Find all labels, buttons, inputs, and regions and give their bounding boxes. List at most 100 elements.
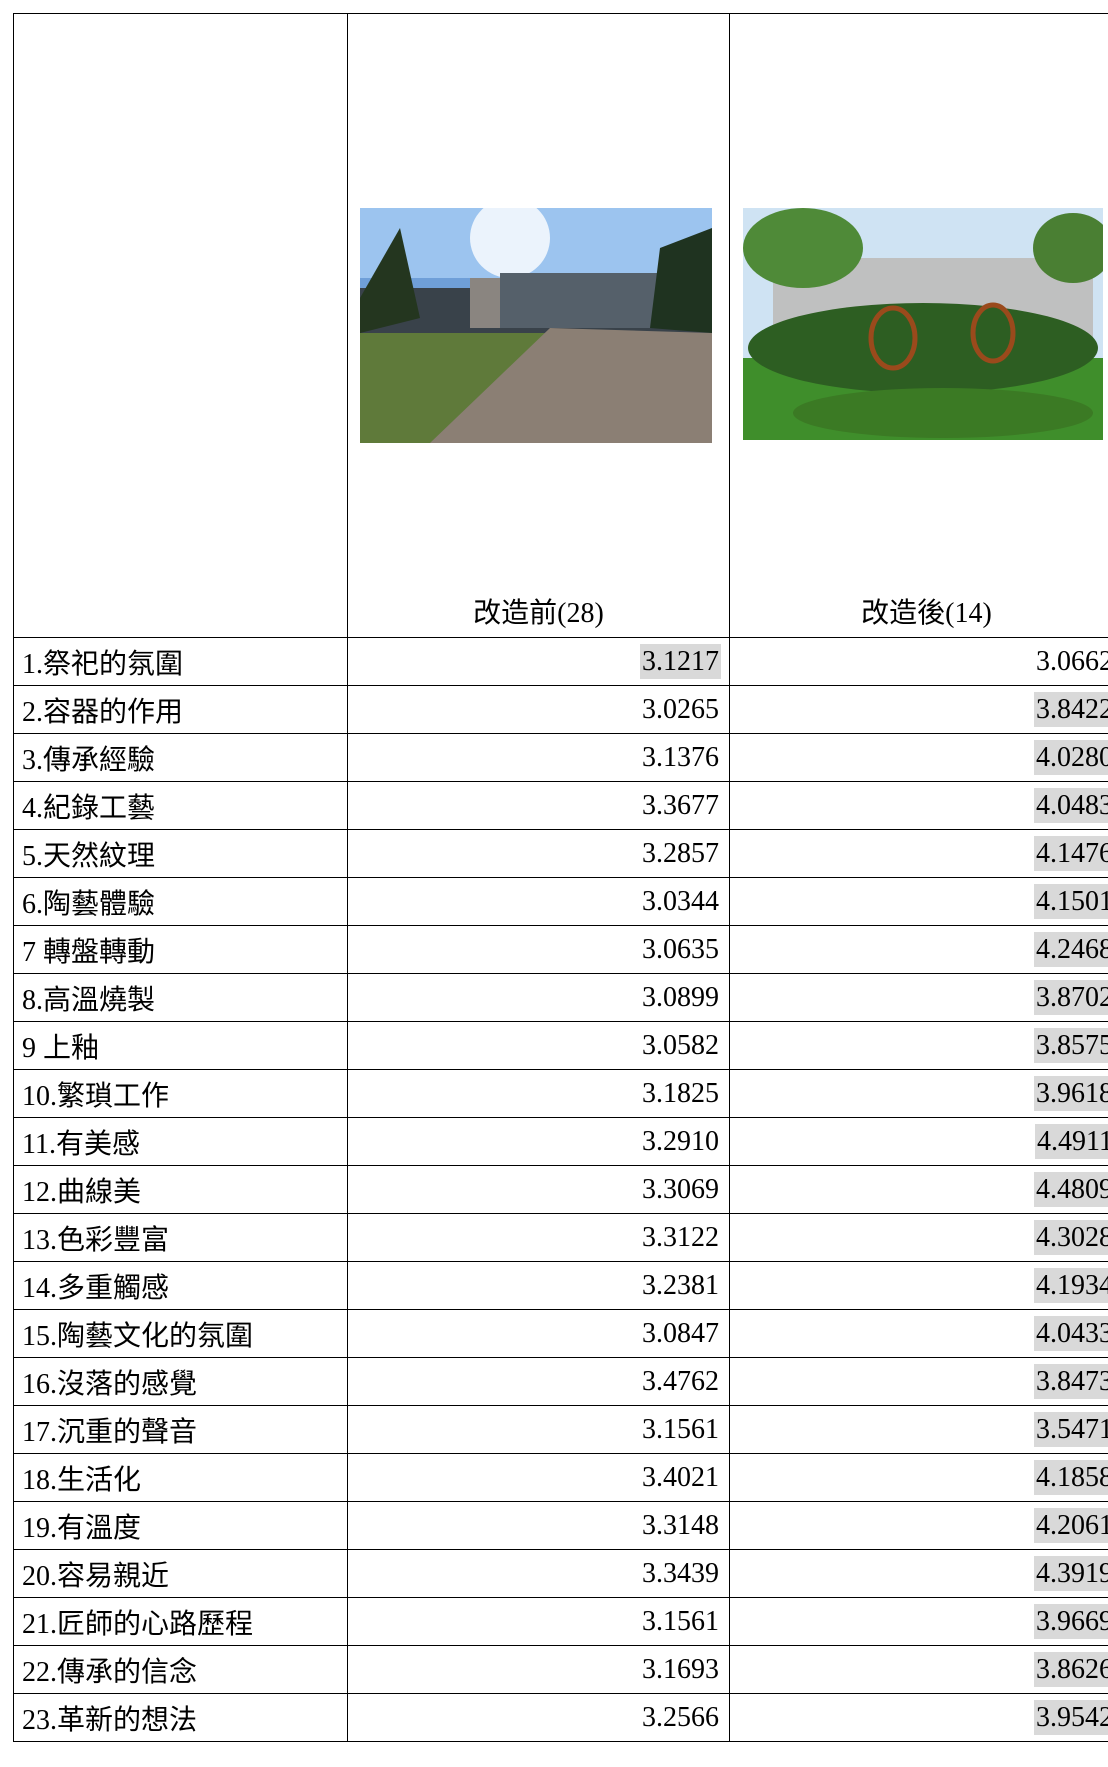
value-cell: 3.0635 xyxy=(347,925,730,974)
table-row: 13.色彩豐富 3.3122 4.3028 xyxy=(13,1213,1108,1262)
value: 4.2061 xyxy=(1034,1507,1108,1543)
value: 4.1476 xyxy=(1034,835,1108,871)
value: 3.8575 xyxy=(1034,1027,1108,1063)
value-cell: 4.1934 xyxy=(729,1261,1108,1310)
table-row: 9 上釉 3.0582 3.8575 xyxy=(13,1021,1108,1070)
row-label: 8.高溫燒製 xyxy=(13,973,348,1022)
row-label: 15.陶藝文化的氛圍 xyxy=(13,1309,348,1358)
value-cell: 4.1501 xyxy=(729,877,1108,926)
value: 3.1561 xyxy=(642,1413,719,1445)
value-cell: 4.0433 xyxy=(729,1309,1108,1358)
value-cell: 4.4809 xyxy=(729,1165,1108,1214)
row-label: 4.紀錄工藝 xyxy=(13,781,348,830)
value-cell: 4.4911 xyxy=(729,1117,1108,1166)
table-row: 10.繁瑣工作 3.1825 3.9618 xyxy=(13,1069,1108,1118)
value-cell: 4.0280 xyxy=(729,733,1108,782)
row-label: 2.容器的作用 xyxy=(13,685,348,734)
value-cell: 3.1561 xyxy=(347,1597,730,1646)
value: 3.4762 xyxy=(642,1365,719,1397)
value-cell: 4.2061 xyxy=(729,1501,1108,1550)
value: 3.9669 xyxy=(1034,1603,1108,1639)
value-cell: 3.2857 xyxy=(347,829,730,878)
value-cell: 3.4021 xyxy=(347,1453,730,1502)
value: 3.1561 xyxy=(642,1605,719,1637)
before-photo xyxy=(360,208,712,443)
value-cell: 3.0582 xyxy=(347,1021,730,1070)
value: 3.3122 xyxy=(642,1221,719,1253)
value: 4.1501 xyxy=(1034,883,1108,919)
comparison-table: 改造前(28) 改造後(14) 1.祭祀的氛圍 3.1217 3.0662 2.容器的… xyxy=(13,13,1108,1742)
table-row: 2.容器的作用 3.0265 3.8422 xyxy=(13,685,1108,734)
value-cell: 3.8626 xyxy=(729,1645,1108,1694)
header-row: 改造前(28) 改造後(14) xyxy=(13,13,1108,638)
value-cell: 3.9669 xyxy=(729,1597,1108,1646)
value-cell: 3.1376 xyxy=(347,733,730,782)
table-row: 17.沉重的聲音 3.1561 3.5471 xyxy=(13,1405,1108,1454)
value-cell: 4.0483 xyxy=(729,781,1108,830)
value: 4.4809 xyxy=(1034,1171,1108,1207)
value: 3.9542 xyxy=(1034,1699,1108,1735)
value-cell: 3.5471 xyxy=(729,1405,1108,1454)
table-row: 8.高溫燒製 3.0899 3.8702 xyxy=(13,973,1108,1022)
value-cell: 3.8702 xyxy=(729,973,1108,1022)
value: 3.8626 xyxy=(1034,1651,1108,1687)
row-label: 3.傳承經驗 xyxy=(13,733,348,782)
value-cell: 3.0265 xyxy=(347,685,730,734)
value: 3.0344 xyxy=(642,885,719,917)
value-cell: 3.0847 xyxy=(347,1309,730,1358)
value: 3.8473 xyxy=(1034,1363,1108,1399)
value-cell: 3.1217 xyxy=(347,637,730,686)
value: 3.4021 xyxy=(642,1461,719,1493)
value-cell: 3.3122 xyxy=(347,1213,730,1262)
table-row: 22.傳承的信念 3.1693 3.8626 xyxy=(13,1645,1108,1694)
table-row: 23.革新的想法 3.2566 3.9542 xyxy=(13,1693,1108,1742)
value: 3.3069 xyxy=(642,1173,719,1205)
value-cell: 3.0899 xyxy=(347,973,730,1022)
value-cell: 3.1825 xyxy=(347,1069,730,1118)
value: 3.0635 xyxy=(642,933,719,965)
value: 3.1693 xyxy=(642,1653,719,1685)
value-cell: 3.4762 xyxy=(347,1357,730,1406)
value-cell: 4.2468 xyxy=(729,925,1108,974)
row-label: 23.革新的想法 xyxy=(13,1693,348,1742)
row-label: 19.有溫度 xyxy=(13,1501,348,1550)
value-cell: 3.9542 xyxy=(729,1693,1108,1742)
table-row: 7 轉盤轉動 3.0635 4.2468 xyxy=(13,925,1108,974)
row-label: 21.匠師的心路歷程 xyxy=(13,1597,348,1646)
table-row: 19.有溫度 3.3148 4.2061 xyxy=(13,1501,1108,1550)
row-label: 14.多重觸感 xyxy=(13,1261,348,1310)
value-cell: 3.9618 xyxy=(729,1069,1108,1118)
table-row: 3.傳承經驗 3.1376 4.0280 xyxy=(13,733,1108,782)
header-empty xyxy=(13,13,348,638)
value-cell: 3.1561 xyxy=(347,1405,730,1454)
value: 3.2857 xyxy=(642,837,719,869)
row-label: 16.沒落的感覺 xyxy=(13,1357,348,1406)
table-row: 12.曲線美 3.3069 4.4809 xyxy=(13,1165,1108,1214)
value-cell: 3.2566 xyxy=(347,1693,730,1742)
header-after: 改造後(14) xyxy=(729,13,1108,638)
value: 4.0280 xyxy=(1034,739,1108,775)
value-cell: 4.3028 xyxy=(729,1213,1108,1262)
row-label: 20.容易親近 xyxy=(13,1549,348,1598)
table-row: 11.有美感 3.2910 4.4911 xyxy=(13,1117,1108,1166)
table-row: 1.祭祀的氛圍 3.1217 3.0662 xyxy=(13,637,1108,686)
row-label: 6.陶藝體驗 xyxy=(13,877,348,926)
value: 3.0847 xyxy=(642,1317,719,1349)
row-label: 17.沉重的聲音 xyxy=(13,1405,348,1454)
value-cell: 4.1858 xyxy=(729,1453,1108,1502)
value-cell: 3.2910 xyxy=(347,1117,730,1166)
value: 3.2910 xyxy=(642,1125,719,1157)
value: 3.0662 xyxy=(1036,645,1108,677)
row-label: 13.色彩豐富 xyxy=(13,1213,348,1262)
value: 3.8702 xyxy=(1034,979,1108,1015)
table-body: 改造前(28) 改造後(14) 1.祭祀的氛圍 3.1217 3.0662 2.容器的… xyxy=(13,13,1108,1742)
value: 3.2381 xyxy=(642,1269,719,1301)
value: 4.0433 xyxy=(1034,1315,1108,1351)
row-label: 10.繁瑣工作 xyxy=(13,1069,348,1118)
value-cell: 3.2381 xyxy=(347,1261,730,1310)
value: 4.1934 xyxy=(1034,1267,1108,1303)
value-cell: 3.8422 xyxy=(729,685,1108,734)
row-label: 7 轉盤轉動 xyxy=(13,925,348,974)
value-cell: 3.3677 xyxy=(347,781,730,830)
column-header: 改造前(28) xyxy=(473,598,604,629)
